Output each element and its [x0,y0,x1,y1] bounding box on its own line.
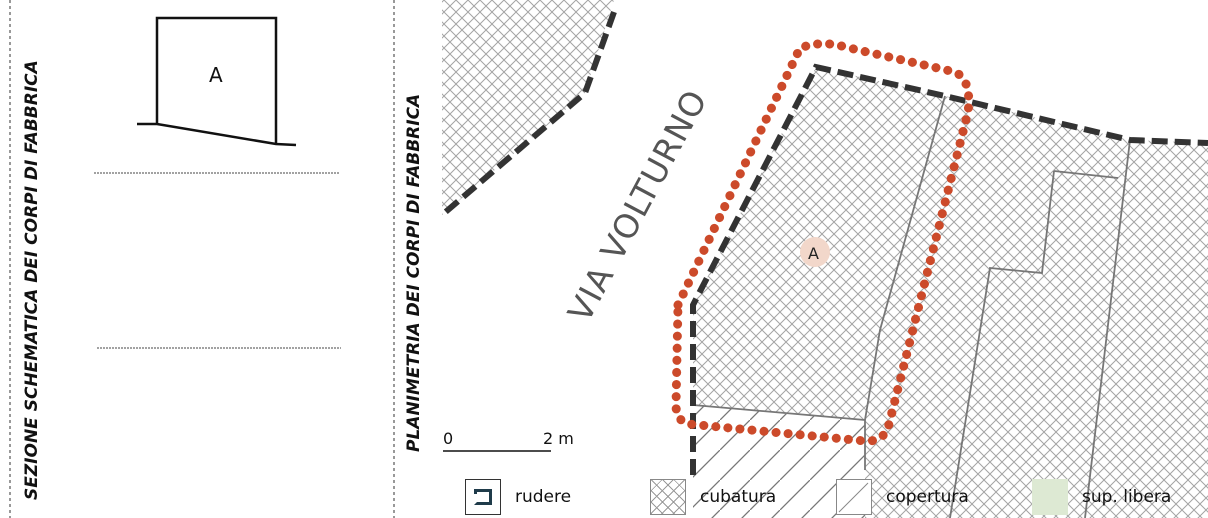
legend-label-rudere: rudere [515,487,572,507]
plan-partitions [864,95,1131,518]
cubatura-swatch-icon [650,479,686,515]
section-title: SEZIONE SCHEMATICA DEI CORPI DI FABBRICA [22,60,42,500]
legend-label-cubatura: cubatura [700,487,777,507]
legend-item-libera: sup. libera [1032,479,1171,515]
plan-copertura-top-edge [692,404,866,421]
legend-item-copertura: copertura [836,479,969,515]
plan-cubatura-inner [950,171,1118,518]
plan-highlight-outline [671,39,974,446]
section-ground-line [137,122,297,147]
legend-item-rudere: rudere [465,479,571,515]
plan-rudere-boundary-main [690,63,1208,475]
plan-title: PLANIMETRIA DEI CORPI DI FABBRICA [404,93,424,452]
legend-item-cubatura: cubatura [650,479,776,515]
libera-swatch-icon [1032,479,1068,515]
plan-building-label: A [808,244,819,263]
scale-bar: 0 2 m [443,429,574,452]
copertura-swatch-icon [836,479,872,515]
legend-label-libera: sup. libera [1082,487,1172,507]
scale-bar-end-label: 2 m [543,429,574,448]
legend-label-copertura: copertura [886,487,969,507]
section-building-label: A [209,63,223,87]
plan-cubatura-main [693,67,945,470]
section-diagram: A [94,16,341,349]
plan-building-across-street [442,0,614,215]
section-building-outline [155,16,278,144]
plan-rudere-boundary-west [440,10,617,218]
plan-building-marker [800,237,830,267]
plan-diagram: A 0 2 m [440,0,1208,518]
rudere-swatch-icon [465,479,501,515]
scale-bar-start-label: 0 [443,429,453,448]
